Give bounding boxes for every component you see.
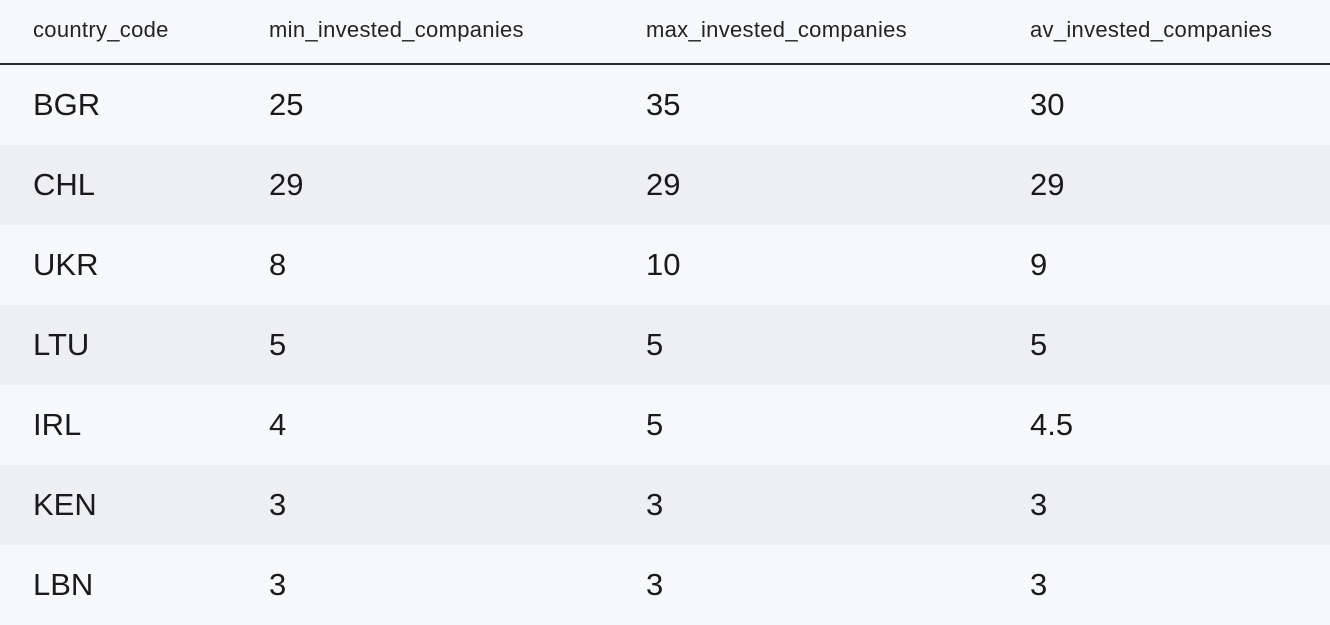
cell-max-invested-companies: 5 [646,407,664,442]
cell-min-invested-companies: 8 [269,247,287,282]
cell-country-code: IRL [33,407,82,442]
table-row: KEN 3 3 3 [0,465,1330,545]
cell-max-invested-companies: 10 [646,247,681,282]
cell-max-invested-companies: 35 [646,87,681,122]
cell-country-code: LBN [33,567,94,602]
cell-min-invested-companies: 4 [269,407,287,442]
cell-av-invested-companies: 3 [1030,567,1048,602]
column-header-min-invested-companies[interactable]: min_invested_companies [269,17,524,42]
cell-max-invested-companies: 5 [646,327,664,362]
table-row: IRL 4 5 4.5 [0,385,1330,465]
cell-min-invested-companies: 25 [269,87,304,122]
cell-av-invested-companies: 9 [1030,247,1048,282]
cell-av-invested-companies: 29 [1030,167,1065,202]
cell-av-invested-companies: 30 [1030,87,1065,122]
cell-av-invested-companies: 4.5 [1030,407,1074,442]
cell-max-invested-companies: 3 [646,487,664,522]
cell-min-invested-companies: 5 [269,327,287,362]
table-row: BGR 25 35 30 [0,65,1330,145]
table-row: CHL 29 29 29 [0,145,1330,225]
column-header-max-invested-companies[interactable]: max_invested_companies [646,17,907,42]
cell-country-code: CHL [33,167,96,202]
cell-min-invested-companies: 3 [269,567,287,602]
table-row: LTU 5 5 5 [0,305,1330,385]
table-row: UKR 8 10 9 [0,225,1330,305]
cell-max-invested-companies: 29 [646,167,681,202]
cell-max-invested-companies: 3 [646,567,664,602]
cell-country-code: KEN [33,487,97,522]
cell-av-invested-companies: 5 [1030,327,1048,362]
table-header-row: country_code min_invested_companies max_… [0,0,1330,65]
cell-country-code: UKR [33,247,99,282]
cell-country-code: LTU [33,327,90,362]
table-row: LBN 3 3 3 [0,545,1330,625]
cell-av-invested-companies: 3 [1030,487,1048,522]
cell-min-invested-companies: 29 [269,167,304,202]
cell-country-code: BGR [33,87,101,122]
column-header-av-invested-companies[interactable]: av_invested_companies [1030,17,1273,42]
cell-min-invested-companies: 3 [269,487,287,522]
column-header-country-code[interactable]: country_code [33,17,169,42]
